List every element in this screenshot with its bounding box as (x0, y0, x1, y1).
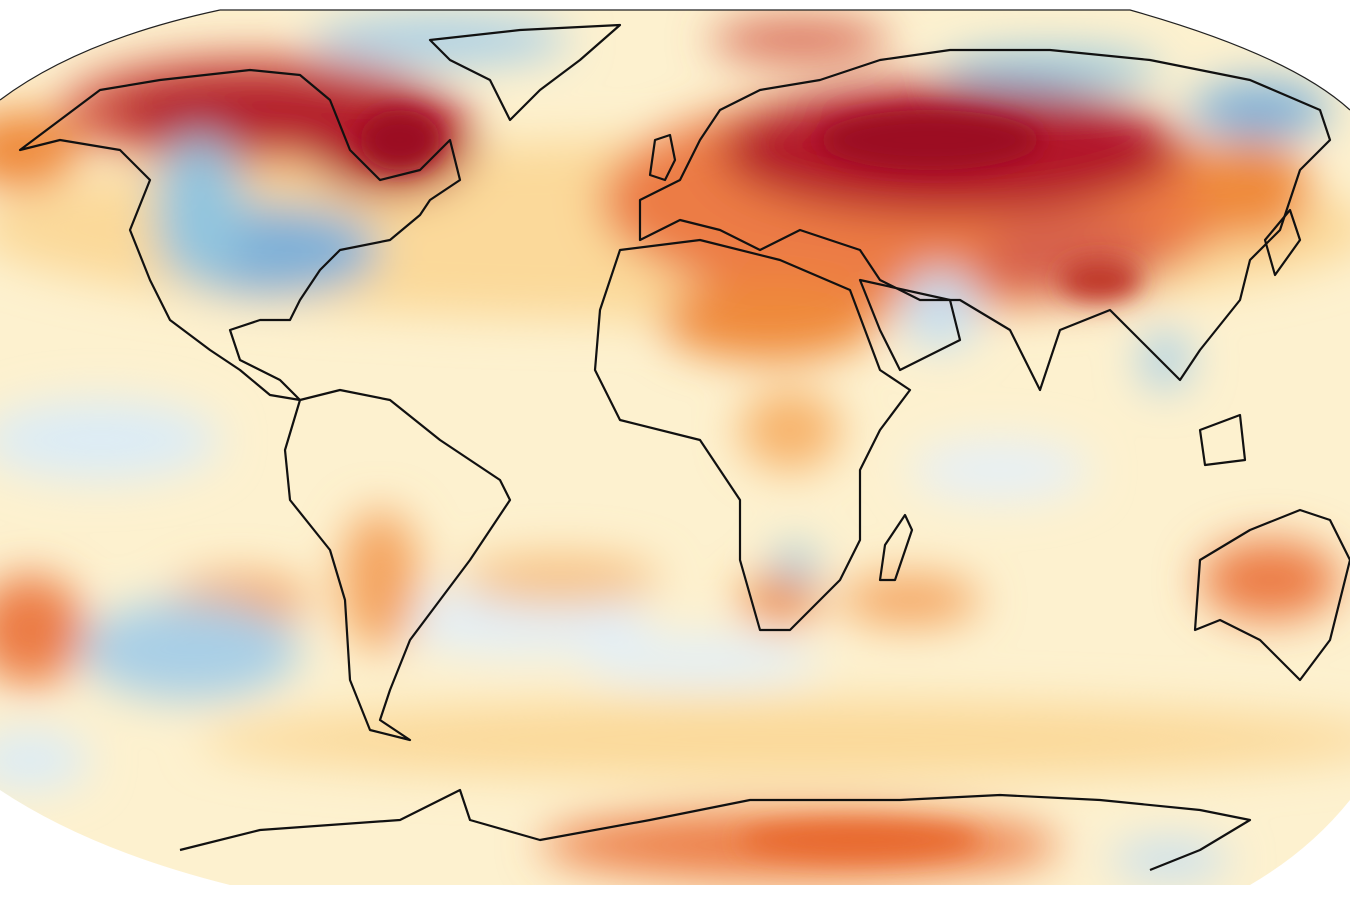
north-america (18, 68, 462, 402)
africa (593, 238, 912, 632)
eurasia (638, 48, 1332, 392)
greenland (428, 23, 622, 122)
borneo (1198, 413, 1247, 467)
arabia (858, 278, 962, 372)
coastlines (18, 23, 1350, 872)
anomaly-detail (360, 110, 1140, 858)
map-border (0, 9, 1350, 111)
south-america (283, 388, 512, 742)
antarctica (179, 788, 1252, 872)
japan (1263, 208, 1302, 277)
madagascar (878, 513, 914, 582)
great-britain (648, 133, 677, 182)
australia (1193, 508, 1350, 682)
